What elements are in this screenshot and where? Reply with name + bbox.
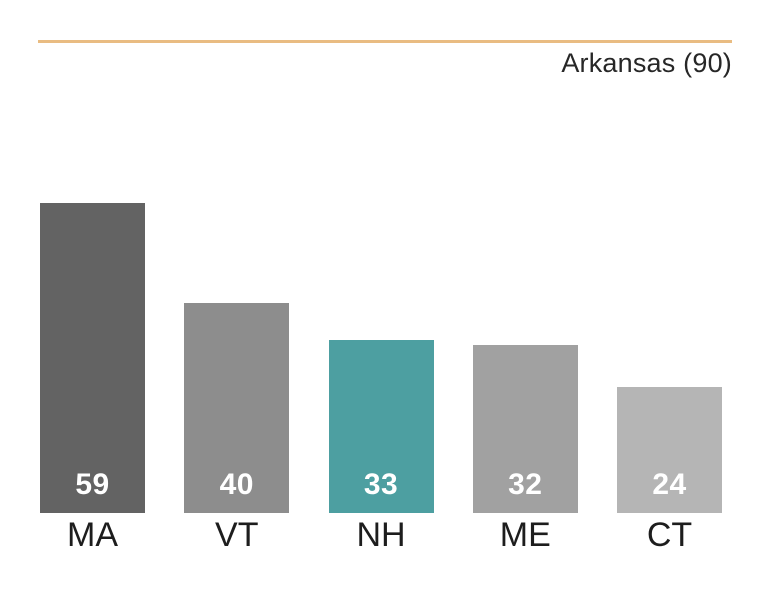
bar-ma: 59 MA bbox=[40, 203, 145, 552]
top-divider-line bbox=[38, 40, 732, 43]
bar-chart: 59 MA 40 VT 33 NH 32 ME 24 CT bbox=[40, 0, 722, 552]
bar-me: 32 ME bbox=[472, 345, 578, 552]
bar-vt: 40 VT bbox=[184, 303, 290, 552]
bar-value-label: 24 bbox=[652, 468, 687, 501]
bar-category-label: NH bbox=[356, 516, 406, 554]
bar-ct: 24 CT bbox=[617, 387, 722, 552]
bar-category-label: CT bbox=[646, 516, 693, 554]
bar-category-label: VT bbox=[215, 516, 259, 554]
bar-value-label: 32 bbox=[508, 468, 543, 501]
bar-category-label: MA bbox=[67, 516, 118, 554]
bar-value-label: 59 bbox=[75, 468, 110, 501]
bar-category-label: ME bbox=[499, 516, 551, 554]
bar-value-label: 33 bbox=[363, 468, 399, 501]
bar-value-label: 40 bbox=[219, 468, 254, 501]
bar-nh: 33 NH bbox=[328, 340, 434, 552]
chart-title: Arkansas (90) bbox=[561, 48, 732, 78]
